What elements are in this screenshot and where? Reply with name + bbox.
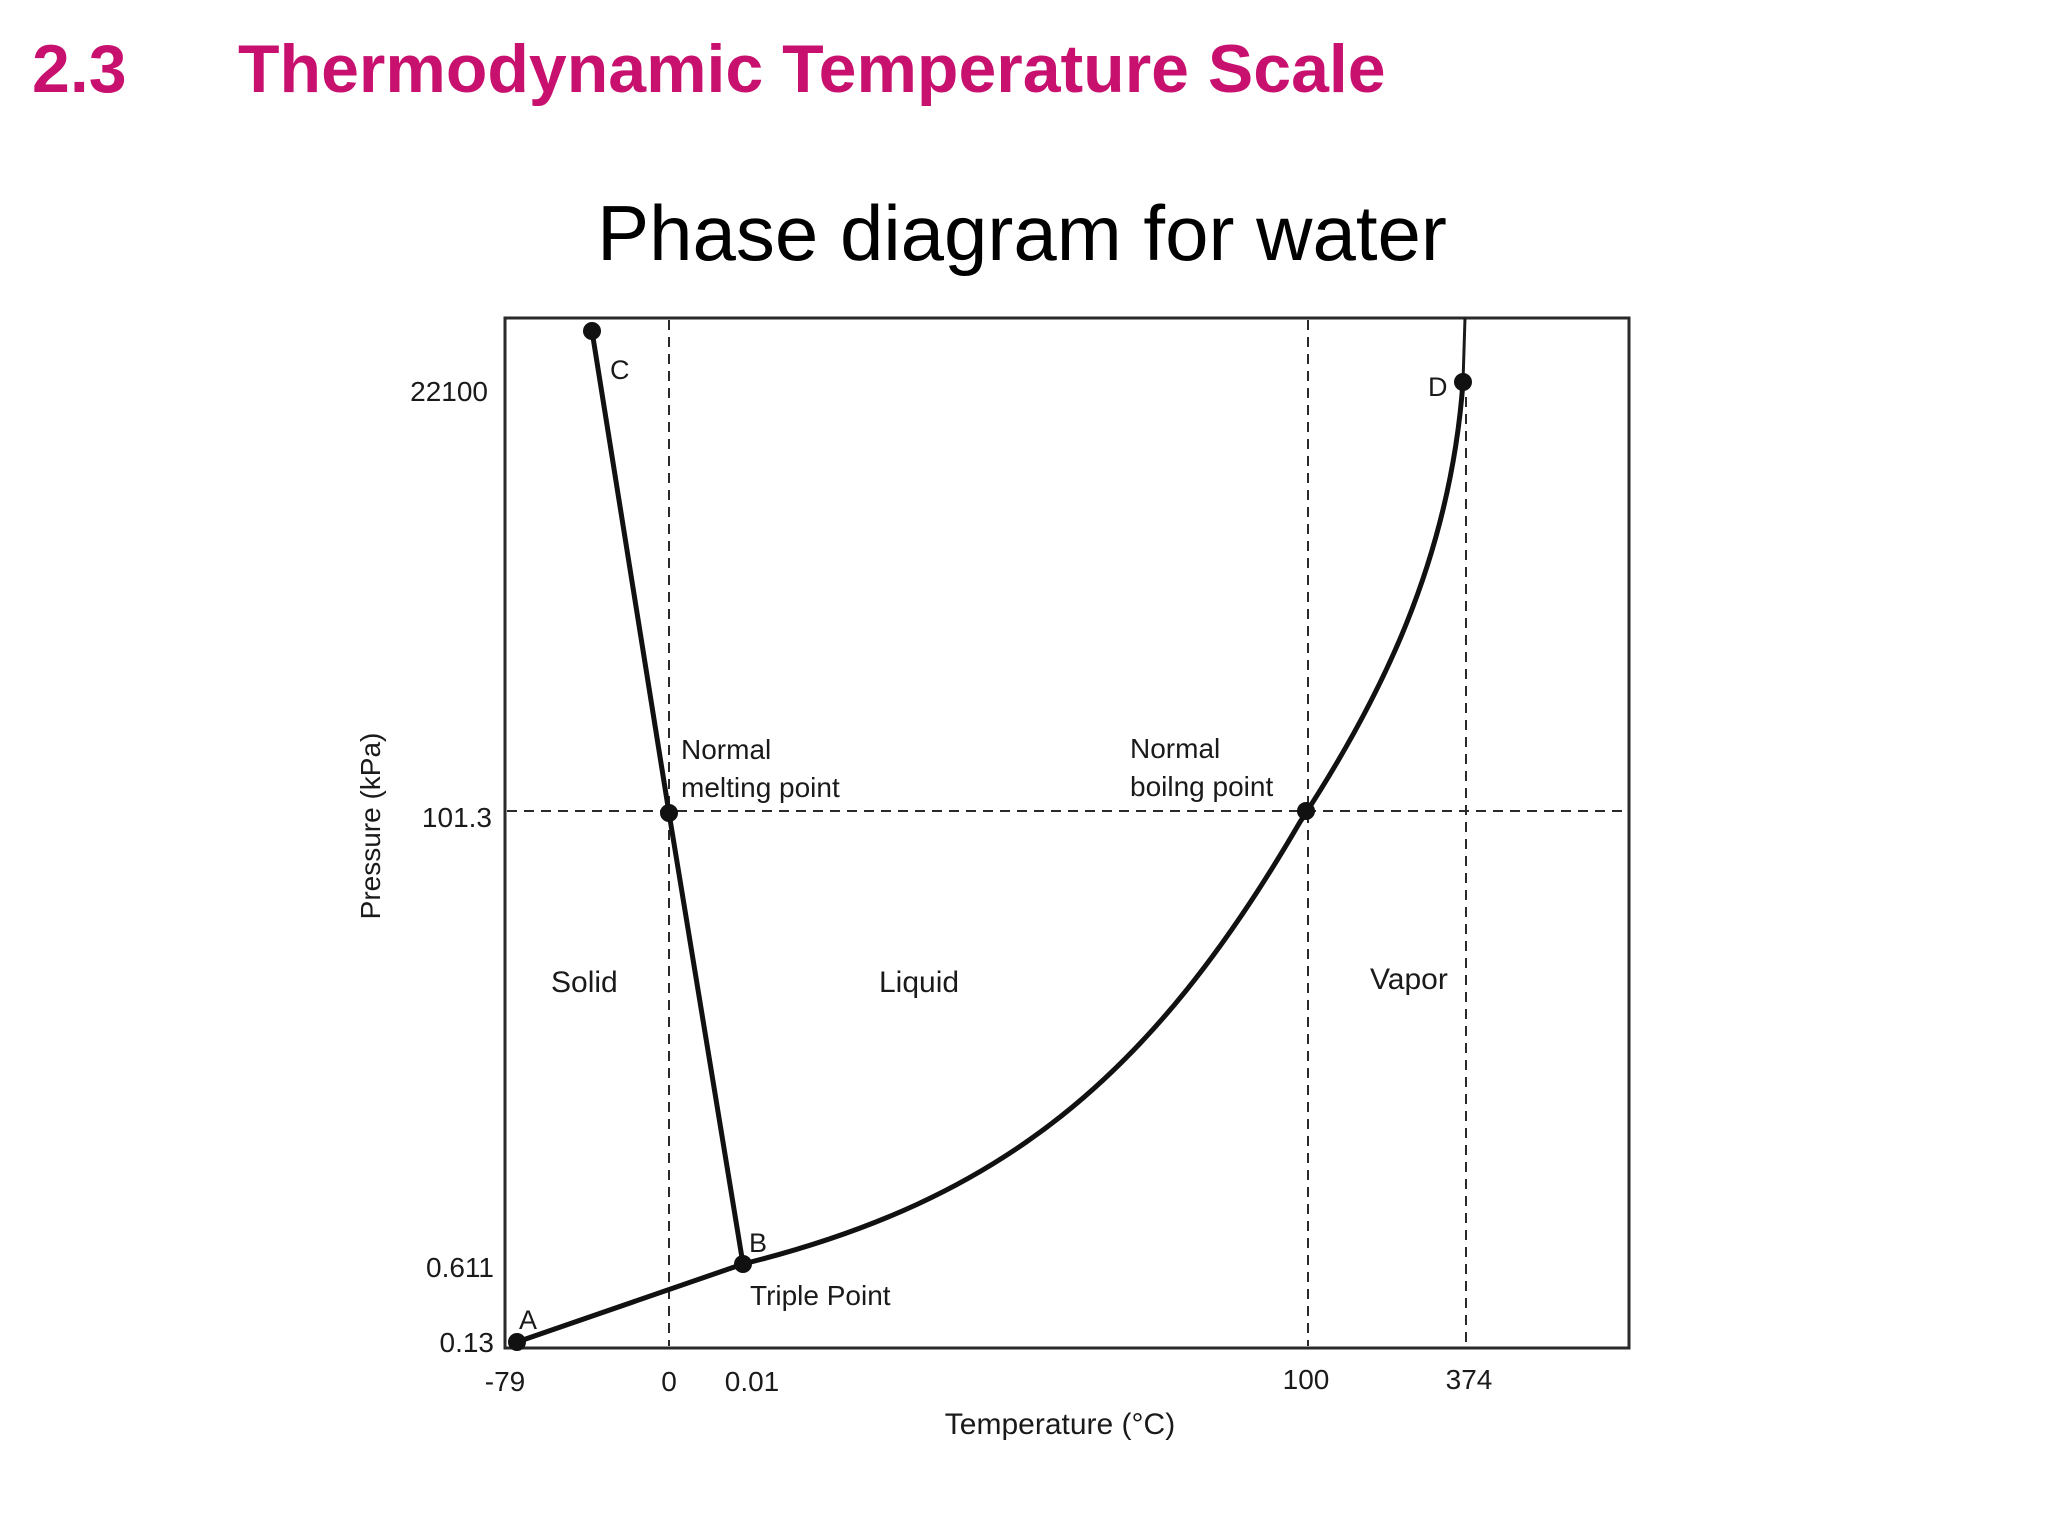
section-title: Thermodynamic Temperature Scale [238, 31, 1386, 107]
sublimation-curve [514, 1261, 746, 1345]
x-tick-374: 374 [1446, 1364, 1493, 1395]
x-tick-0-01: 0.01 [725, 1366, 780, 1397]
y-tick-101-3: 101.3 [422, 802, 492, 833]
point-label-b: B [749, 1228, 767, 1258]
boiling-label-line2: boilng point [1130, 771, 1273, 802]
melting-label-line1: Normal [681, 734, 771, 765]
plot-frame [503, 316, 1631, 1350]
point-label-d: D [1428, 372, 1448, 402]
boiling-label-line1: Normal [1130, 733, 1220, 764]
supercritical-line [1461, 317, 1467, 383]
x-tick-minus-79: -79 [485, 1366, 525, 1397]
point-label-a: A [519, 1305, 537, 1335]
diagram-title: Phase diagram for water [0, 188, 2048, 279]
normal-melting-point-marker [660, 804, 678, 822]
x-tick-0: 0 [661, 1366, 677, 1397]
normal-boiling-point-marker [1297, 802, 1315, 820]
region-vapor: Vapor [1370, 963, 1448, 996]
region-liquid: Liquid [879, 966, 959, 999]
triple-point-label: Triple Point [750, 1280, 891, 1311]
x-tick-100: 100 [1283, 1364, 1330, 1395]
section-number: 2.3 [32, 31, 127, 107]
y-tick-0-13: 0.13 [440, 1327, 495, 1358]
vaporization-curve [740, 379, 1466, 1267]
region-solid: Solid [551, 966, 618, 999]
point-c-marker [583, 322, 601, 340]
point-a-marker [508, 1333, 526, 1351]
point-label-c: C [610, 355, 630, 385]
y-tick-0-611: 0.611 [426, 1252, 494, 1283]
critical-point-marker [1454, 373, 1472, 391]
diagram-title-text: Phase diagram for water [597, 189, 1447, 277]
triple-point-marker [734, 1255, 752, 1273]
y-axis-label: Pressure (kPa) [355, 733, 386, 920]
melting-label-line2: melting point [681, 772, 840, 803]
x-axis-label: Temperature (°C) [945, 1408, 1175, 1441]
y-tick-22100: 22100 [410, 376, 488, 407]
